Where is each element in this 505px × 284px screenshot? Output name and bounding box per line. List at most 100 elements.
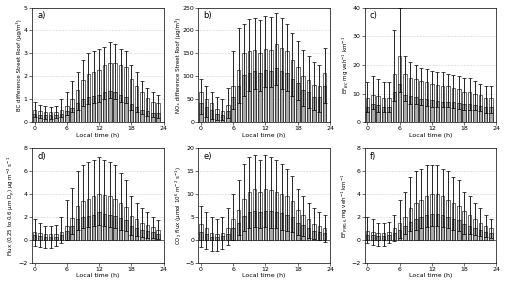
Y-axis label: NOₓ difference Street Roof (μg/m³): NOₓ difference Street Roof (μg/m³) — [175, 17, 181, 112]
Bar — [97, 212, 100, 240]
Bar — [462, 224, 465, 240]
Bar — [397, 230, 400, 240]
Bar — [54, 112, 58, 122]
Bar — [129, 104, 133, 122]
Bar — [103, 65, 106, 122]
Bar — [220, 115, 224, 122]
Bar — [397, 83, 400, 122]
Bar — [258, 53, 262, 122]
Bar — [290, 60, 293, 122]
Bar — [236, 222, 240, 240]
Bar — [86, 216, 90, 240]
Bar — [306, 80, 310, 122]
Bar — [226, 228, 229, 240]
Bar — [33, 232, 36, 240]
Bar — [365, 106, 369, 122]
Bar — [135, 228, 138, 240]
Bar — [435, 214, 438, 240]
Bar — [440, 86, 443, 122]
Bar — [226, 105, 229, 122]
Bar — [119, 95, 122, 122]
Bar — [199, 93, 203, 122]
Bar — [386, 232, 390, 240]
Bar — [103, 93, 106, 122]
Bar — [306, 228, 310, 240]
Bar — [269, 71, 272, 122]
Bar — [236, 70, 240, 122]
Bar — [38, 236, 41, 240]
Bar — [456, 103, 460, 122]
Bar — [445, 217, 449, 240]
Bar — [242, 199, 245, 240]
Bar — [252, 211, 256, 240]
Bar — [424, 215, 427, 240]
Bar — [204, 107, 208, 122]
Bar — [392, 228, 395, 240]
Bar — [60, 110, 63, 122]
Bar — [429, 214, 433, 240]
Bar — [129, 226, 133, 240]
Bar — [317, 226, 320, 240]
Bar — [279, 48, 283, 122]
Bar — [381, 98, 384, 122]
Bar — [456, 220, 460, 240]
Bar — [151, 227, 155, 240]
Bar — [365, 235, 369, 240]
Bar — [119, 218, 122, 240]
Bar — [440, 196, 443, 240]
Bar — [322, 87, 326, 122]
Bar — [370, 235, 374, 240]
Bar — [65, 106, 69, 122]
Bar — [419, 81, 422, 122]
Bar — [290, 201, 293, 240]
Bar — [199, 103, 203, 122]
Bar — [252, 71, 256, 122]
Bar — [210, 110, 213, 122]
Bar — [263, 211, 267, 240]
Bar — [274, 68, 277, 122]
Bar — [43, 237, 47, 240]
Bar — [135, 107, 138, 122]
X-axis label: Local time (h): Local time (h) — [76, 273, 119, 278]
Bar — [156, 234, 160, 240]
Bar — [210, 237, 213, 240]
Bar — [97, 70, 100, 122]
Bar — [285, 196, 288, 240]
Bar — [247, 192, 250, 240]
Bar — [370, 104, 374, 122]
Bar — [483, 226, 486, 240]
Bar — [381, 106, 384, 122]
Bar — [156, 103, 160, 122]
Bar — [92, 196, 95, 240]
Bar — [462, 211, 465, 240]
Bar — [92, 72, 95, 122]
Bar — [408, 208, 412, 240]
Bar — [424, 196, 427, 240]
Bar — [402, 74, 406, 122]
Bar — [92, 96, 95, 122]
Bar — [156, 113, 160, 122]
Bar — [392, 233, 395, 240]
Bar — [76, 206, 79, 240]
Bar — [242, 216, 245, 240]
Bar — [81, 80, 84, 122]
Bar — [413, 219, 417, 240]
Bar — [258, 73, 262, 122]
Bar — [429, 83, 433, 122]
Bar — [54, 234, 58, 240]
Bar — [435, 101, 438, 122]
Bar — [76, 103, 79, 122]
Bar — [413, 79, 417, 122]
Bar — [451, 203, 455, 240]
Bar — [43, 115, 47, 122]
Bar — [478, 106, 481, 122]
X-axis label: Local time (h): Local time (h) — [408, 133, 451, 138]
Bar — [215, 237, 219, 240]
Text: c): c) — [369, 11, 377, 20]
Bar — [295, 83, 299, 122]
Bar — [129, 79, 133, 122]
Bar — [429, 194, 433, 240]
Bar — [151, 102, 155, 122]
Bar — [424, 82, 427, 122]
Bar — [252, 189, 256, 240]
